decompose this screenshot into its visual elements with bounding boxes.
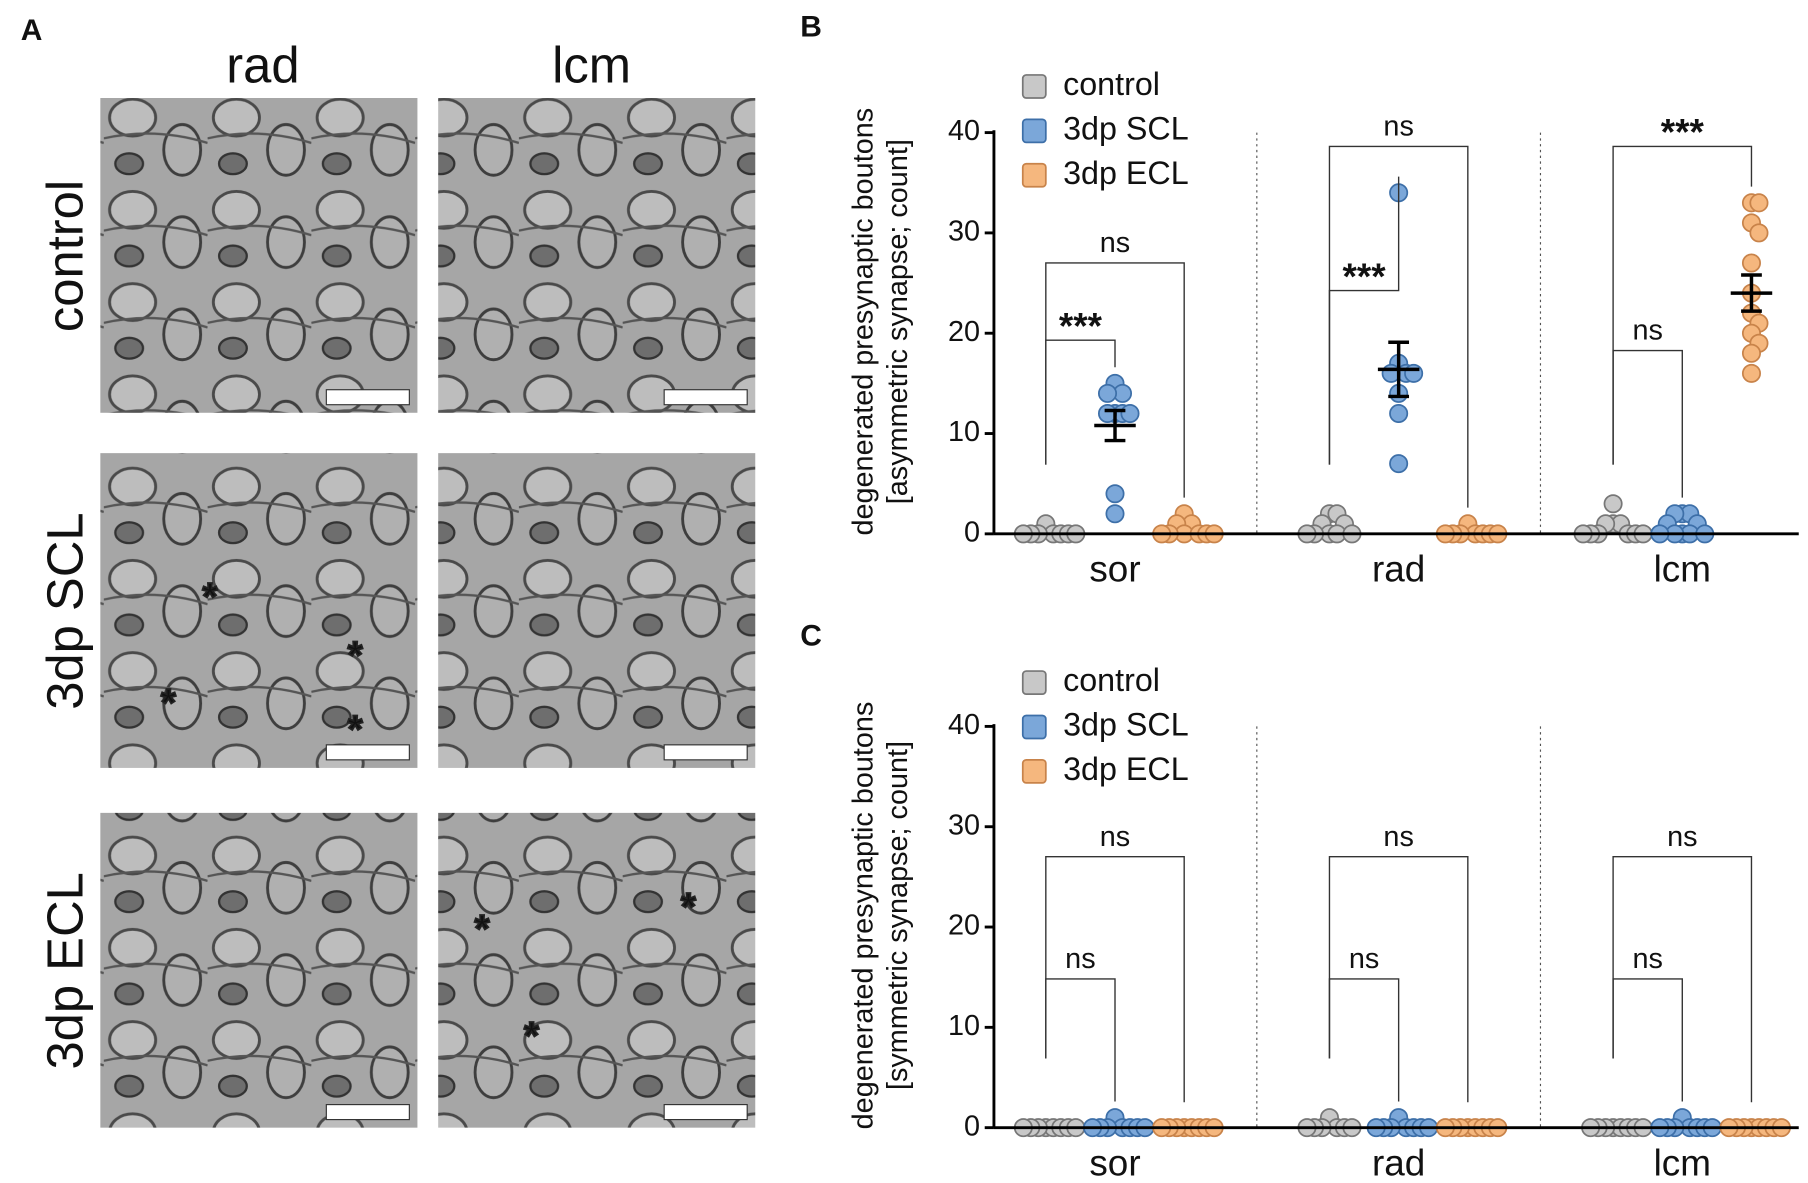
legend-swatch (1021, 758, 1047, 784)
significance-bracket (1328, 145, 1469, 508)
y-tick-label: 0 (964, 516, 980, 548)
micrograph (438, 453, 756, 768)
significance-bracket (1612, 856, 1753, 1103)
y-tick-label: 30 (948, 809, 980, 841)
y-axis-label: [symmetric synapse; count] (882, 741, 914, 1090)
significance-bracket (1045, 978, 1116, 1102)
panel-letter: C (800, 620, 822, 653)
legend-label: 3dp SCL (1063, 110, 1189, 146)
y-tick-label: 30 (948, 216, 980, 248)
data-point (1749, 223, 1769, 243)
column-label: lcm (552, 37, 631, 94)
panel-letter: A (21, 14, 43, 47)
panel-a: A rad lcm control 3dp SCL 3dp ECL (21, 14, 631, 1069)
significance-bracket (1612, 145, 1753, 465)
scale-bar (325, 1104, 410, 1121)
x-tick-label: lcm (1654, 549, 1711, 590)
y-tick-label: 40 (948, 709, 980, 741)
legend-label: control (1063, 66, 1160, 102)
scale-bar (663, 1104, 748, 1121)
row-label: control (37, 180, 94, 332)
x-tick-label: sor (1089, 1142, 1140, 1183)
significance-label: ns (1100, 821, 1130, 853)
y-axis-label: degenerated presynaptic boutons (847, 108, 879, 536)
legend-swatch (1021, 670, 1047, 695)
legend-label: 3dp ECL (1063, 155, 1189, 191)
y-tick-label: 20 (948, 910, 980, 942)
data-point (1389, 454, 1409, 474)
significance-label: ns (1667, 821, 1697, 853)
significance-label: ns (1383, 821, 1413, 853)
significance-bracket (1612, 349, 1683, 498)
significance-label: *** (1343, 256, 1387, 297)
x-tick-label: rad (1372, 1142, 1425, 1183)
significance-bracket (1045, 856, 1185, 1103)
significance-label: ns (1065, 943, 1095, 975)
x-tick-label: rad (1372, 549, 1425, 590)
scale-bar (325, 389, 410, 406)
micrograph (438, 812, 756, 1128)
scale-bar (325, 744, 410, 761)
data-point (1097, 383, 1118, 403)
panel-letter: B (800, 11, 822, 44)
y-tick-label: 10 (948, 1010, 980, 1042)
y-tick-label: 20 (948, 316, 980, 348)
data-point (1603, 494, 1623, 514)
row-label: 3dp ECL (37, 872, 94, 1069)
x-tick-label: sor (1089, 549, 1140, 590)
significance-bracket (1612, 978, 1683, 1102)
significance-bracket (1328, 856, 1469, 1103)
y-tick-label: 10 (948, 416, 980, 448)
micrograph (438, 98, 756, 413)
significance-label: ns (1383, 111, 1413, 143)
column-label: rad (226, 37, 299, 94)
data-point (1120, 403, 1140, 423)
data-point (1741, 253, 1761, 273)
asterisk: * (681, 886, 697, 929)
x-tick-label: lcm (1654, 1142, 1711, 1183)
significance-label: ns (1632, 943, 1662, 975)
significance-label: ns (1349, 943, 1379, 975)
legend-label: control (1063, 662, 1160, 698)
significance-label: ns (1632, 315, 1662, 347)
data-point (1741, 363, 1761, 383)
scale-bar (663, 389, 748, 406)
asterisk: * (348, 635, 364, 678)
data-point (1389, 403, 1409, 423)
significance-label: ns (1100, 227, 1130, 259)
y-axis-label: [asymmetric synapse; count] (882, 139, 914, 504)
legend-swatch (1021, 74, 1047, 99)
asterisk: * (348, 709, 364, 752)
asterisk: * (202, 576, 218, 619)
y-axis-label: degenerated presynaptic boutons (847, 702, 879, 1130)
y-tick-label: 0 (964, 1110, 980, 1142)
legend-label: 3dp ECL (1063, 751, 1189, 787)
micrograph (100, 453, 418, 768)
legend-swatch (1021, 162, 1047, 188)
significance-bracket (1045, 262, 1185, 498)
legend-label: 3dp SCL (1063, 707, 1189, 743)
asterisk: * (161, 682, 177, 725)
micrograph (100, 98, 418, 413)
legend-swatch (1021, 714, 1047, 740)
data-point (1741, 343, 1761, 363)
significance-label: *** (1661, 112, 1705, 153)
asterisk: * (474, 908, 490, 951)
scale-bar (663, 744, 748, 761)
data-point (1749, 193, 1769, 213)
legend-swatch (1021, 118, 1047, 144)
significance-label: *** (1059, 305, 1103, 346)
significance-bracket (1328, 978, 1400, 1102)
row-label: 3dp SCL (37, 512, 94, 709)
micrograph (100, 812, 418, 1128)
significance-bracket (1328, 176, 1400, 465)
data-point (1105, 504, 1125, 524)
data-point (1105, 484, 1125, 504)
y-tick-label: 40 (948, 115, 980, 147)
asterisk: * (524, 1015, 540, 1058)
data-point (1404, 363, 1424, 383)
